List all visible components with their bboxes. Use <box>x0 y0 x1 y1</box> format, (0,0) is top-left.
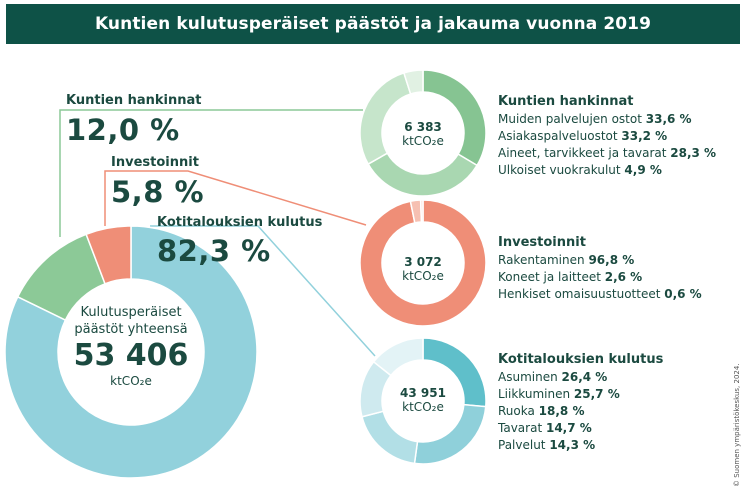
center-line-1: Kulutusperäiset <box>80 305 182 320</box>
procurement-legend-item-1: Asiakaspalveluostot 33,2 % <box>498 128 716 145</box>
investments-legend-item-2: Henkiset omaisuustuotteet 0,6 % <box>498 286 702 303</box>
households-legend-item-4: Palvelut 14,3 % <box>498 437 663 454</box>
total-slice-0 <box>4 225 258 479</box>
legend-item-value: 18,8 % <box>538 404 585 418</box>
procurement-unit: ktCO₂e <box>402 134 444 148</box>
investments-legend-item-0: Rakentaminen 96,8 % <box>498 252 702 269</box>
legend-item-value: 2,6 % <box>604 270 643 284</box>
label-investments-name: Investoinnit <box>111 155 199 170</box>
investments-slice-0 <box>359 199 487 327</box>
legend-item-label: Ulkoiset vuokrakulut <box>498 163 625 177</box>
households-legend-item-0: Asuminen 26,4 % <box>498 369 663 386</box>
legend-item-label: Tavarat <box>498 421 546 435</box>
procurement-slice-3 <box>402 69 424 95</box>
households-legend-rows: Asuminen 26,4 % Liikkuminen 25,7 % Ruoka 1… <box>498 369 663 454</box>
investments-unit: ktCO₂e <box>402 269 444 283</box>
households-unit: ktCO₂e <box>402 400 444 414</box>
label-investments-pct: 5,8 % <box>111 175 205 209</box>
investments-donut-center: 3 072 ktCO₂e <box>383 255 463 283</box>
legend-item-label: Asuminen <box>498 370 562 384</box>
legend-item-value: 33,2 % <box>621 129 668 143</box>
procurement-legend: Kuntien hankinnat Muiden palvelujen osto… <box>498 94 716 179</box>
label-households-pct: 82,3 % <box>157 234 271 268</box>
legend-item-value: 28,3 % <box>670 146 717 160</box>
households-slice-4 <box>372 337 424 377</box>
households-legend: Kotitalouksien kulutus Asuminen 26,4 % Li… <box>498 352 663 454</box>
households-legend-title: Kotitalouksien kulutus <box>498 352 664 367</box>
procurement-slice-1 <box>367 152 479 197</box>
label-procurement-name: Kuntien hankinnat <box>66 93 202 108</box>
procurement-donut-center: 6 383 ktCO₂e <box>383 120 463 148</box>
procurement-total: 6 383 <box>404 120 442 134</box>
label-households-name: Kotitalouksien kulutus <box>157 215 323 230</box>
legend-item-label: Palvelut <box>498 438 550 452</box>
households-legend-item-2: Ruoka 18,8 % <box>498 403 663 420</box>
households-total: 43 951 <box>400 386 446 400</box>
legend-item-label: Asiakaspalveluostot <box>498 129 622 143</box>
legend-item-value: 33,6 % <box>645 112 692 126</box>
legend-item-value: 25,7 % <box>573 387 620 401</box>
legend-item-value: 14,7 % <box>545 421 592 435</box>
legend-item-label: Ruoka <box>498 404 539 418</box>
households-donut-center: 43 951 ktCO₂e <box>383 386 463 414</box>
center-line-2: päästöt yhteensä <box>74 322 188 337</box>
chart-title: Kuntien kulutusperäiset päästöt ja jakau… <box>94 14 652 34</box>
legend-item-value: 14,3 % <box>549 438 596 452</box>
investments-donut <box>359 199 487 327</box>
main-donut <box>4 225 258 479</box>
legend-item-label: Henkiset omaisuustuotteet <box>498 287 665 301</box>
procurement-slice-0 <box>422 69 487 167</box>
legend-item-value: 26,4 % <box>561 370 608 384</box>
procurement-legend-item-0: Muiden palvelujen ostot 33,6 % <box>498 111 716 128</box>
procurement-legend-item-2: Aineet, tarvikkeet ja tavarat 28,3 % <box>498 145 716 162</box>
procurement-legend-rows: Muiden palvelujen ostot 33,6 % Asiakaspal… <box>498 111 716 179</box>
households-slice-2 <box>361 410 419 465</box>
connector-investments <box>104 170 367 226</box>
households-legend-item-1: Liikkuminen 25,7 % <box>498 386 663 403</box>
procurement-legend-title: Kuntien hankinnat <box>498 94 634 109</box>
total-slice-2 <box>85 225 132 285</box>
households-donut <box>359 337 487 465</box>
legend-item-label: Muiden palvelujen ostot <box>498 112 646 126</box>
legend-item-label: Koneet ja laitteet <box>498 270 605 284</box>
households-legend-item-3: Tavarat 14,7 % <box>498 420 663 437</box>
connector-procurement <box>59 109 363 237</box>
investments-legend-title: Investoinnit <box>498 235 586 250</box>
procurement-slice-2 <box>359 72 412 166</box>
legend-item-label: Aineet, tarvikkeet ja tavarat <box>498 146 671 160</box>
legend-item-label: Liikkuminen <box>498 387 574 401</box>
center-unit: ktCO₂e <box>110 374 152 388</box>
legend-item-value: 0,6 % <box>664 287 702 301</box>
investments-legend-item-1: Koneet ja laitteet 2,6 % <box>498 269 702 286</box>
main-donut-center: Kulutusperäiset päästöt yhteensä 53 406 … <box>56 304 206 389</box>
credit-text: © Suomen ympäristökeskus, 2024. <box>733 363 741 487</box>
legend-item-value: 96,8 % <box>588 253 635 267</box>
connector-lines <box>59 109 376 357</box>
connector-households <box>150 225 376 357</box>
legend-item-label: Rakentaminen <box>498 253 589 267</box>
investments-total: 3 072 <box>404 255 442 269</box>
label-procurement-pct: 12,0 % <box>66 113 180 147</box>
investments-slice-2 <box>419 199 424 223</box>
title-banner: Kuntien kulutusperäiset päästöt ja jakau… <box>6 4 740 44</box>
procurement-donut <box>359 69 487 197</box>
legend-item-value: 4,9 % <box>624 163 662 177</box>
investments-legend-rows: Rakentaminen 96,8 % Koneet ja laitteet 2,… <box>498 252 702 303</box>
investments-legend: Investoinnit Rakentaminen 96,8 % Koneet j… <box>498 235 702 303</box>
procurement-legend-item-3: Ulkoiset vuokrakulut 4,9 % <box>498 162 716 179</box>
center-total: 53 406 <box>73 338 189 373</box>
